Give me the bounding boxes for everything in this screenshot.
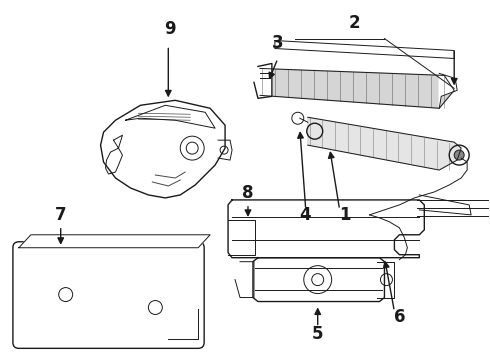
FancyBboxPatch shape	[13, 242, 204, 348]
Text: 9: 9	[165, 19, 176, 37]
Polygon shape	[228, 200, 424, 258]
Text: 4: 4	[299, 206, 311, 224]
Polygon shape	[419, 195, 471, 215]
Text: 6: 6	[393, 309, 405, 327]
Polygon shape	[253, 258, 385, 302]
Text: 2: 2	[349, 14, 360, 32]
Polygon shape	[439, 73, 457, 108]
Polygon shape	[308, 117, 461, 170]
Text: 5: 5	[312, 325, 323, 343]
Text: 8: 8	[242, 184, 254, 202]
Text: 7: 7	[55, 206, 67, 224]
Polygon shape	[125, 105, 215, 128]
Polygon shape	[19, 235, 210, 248]
Polygon shape	[260, 68, 454, 108]
Polygon shape	[254, 63, 272, 98]
Circle shape	[454, 150, 464, 160]
Text: 1: 1	[339, 206, 350, 224]
Text: 3: 3	[272, 33, 284, 51]
Polygon shape	[235, 262, 254, 298]
